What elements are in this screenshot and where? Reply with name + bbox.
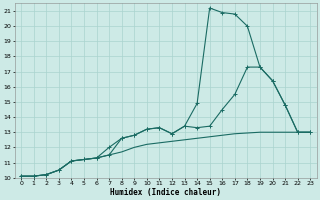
X-axis label: Humidex (Indice chaleur): Humidex (Indice chaleur) [110,188,221,197]
